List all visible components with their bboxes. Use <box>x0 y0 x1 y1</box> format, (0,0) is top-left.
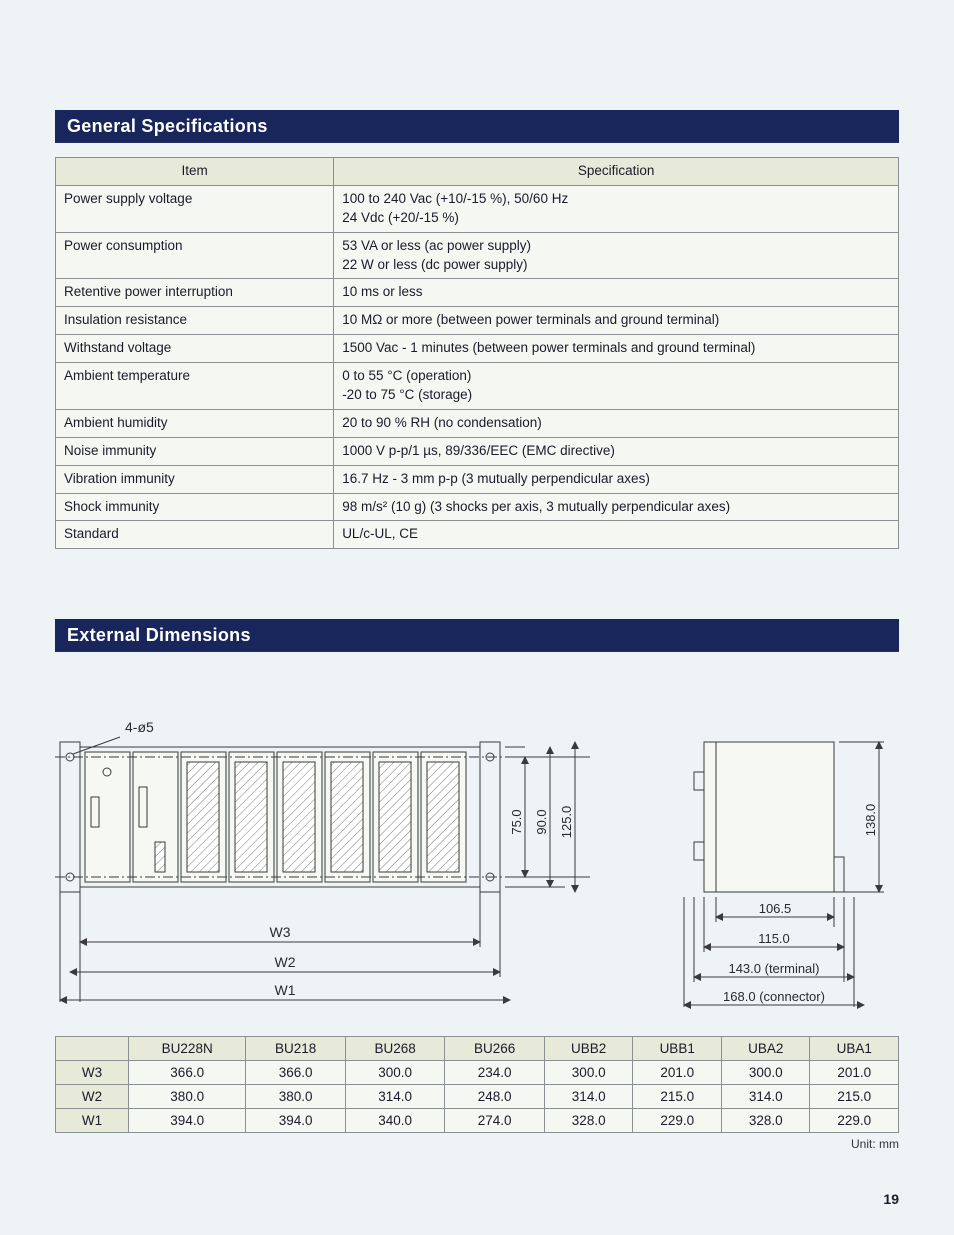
dims-col: UBA2 <box>721 1037 810 1061</box>
dims-header-row: BU228NBU218BU268BU266UBB2UBB1UBA2UBA1 <box>56 1037 899 1061</box>
spec-row: Power consumption53 VA or less (ac power… <box>56 232 899 279</box>
spec-value: 1500 Vac - 1 minutes (between power term… <box>334 335 899 363</box>
dims-row: W2380.0380.0314.0248.0314.0215.0314.0215… <box>56 1085 899 1109</box>
spec-item: Standard <box>56 521 334 549</box>
dims-cell: 201.0 <box>633 1061 722 1085</box>
spec-item: Ambient temperature <box>56 363 334 410</box>
spec-value: 20 to 90 % RH (no condensation) <box>334 409 899 437</box>
section-header-external: External Dimensions <box>55 619 899 652</box>
page: General Specifications Item Specificatio… <box>0 0 954 1235</box>
dims-cell: 215.0 <box>633 1085 722 1109</box>
spec-item: Shock immunity <box>56 493 334 521</box>
dims-cell: 300.0 <box>544 1061 633 1085</box>
dim-h1: 75.0 <box>509 810 524 835</box>
side-d4: 168.0 (connector) <box>723 989 825 1004</box>
dims-cell: 215.0 <box>810 1085 899 1109</box>
dims-row: W3366.0366.0300.0234.0300.0201.0300.0201… <box>56 1061 899 1085</box>
dims-cell: 366.0 <box>246 1061 346 1085</box>
dims-cell: 201.0 <box>810 1061 899 1085</box>
spec-item: Insulation resistance <box>56 307 334 335</box>
dims-cell: 314.0 <box>345 1085 445 1109</box>
dims-cell: 394.0 <box>129 1109 246 1133</box>
dim-w3: W3 <box>270 924 291 940</box>
diagram-area: 4-ø5 75.0 90.0 125.0 W3 W2 W1 <box>55 702 899 1012</box>
spec-row: Retentive power interruption10 ms or les… <box>56 279 899 307</box>
dims-cell: 274.0 <box>445 1109 545 1133</box>
spec-item: Withstand voltage <box>56 335 334 363</box>
dims-cell: 229.0 <box>810 1109 899 1133</box>
spec-col-item: Item <box>56 158 334 186</box>
dims-cell: 366.0 <box>129 1061 246 1085</box>
dims-row-label: W3 <box>56 1061 129 1085</box>
side-height: 138.0 <box>863 804 878 837</box>
spec-item: Ambient humidity <box>56 409 334 437</box>
dims-cell: 248.0 <box>445 1085 545 1109</box>
dims-cell: 328.0 <box>544 1109 633 1133</box>
dims-col: UBB1 <box>633 1037 722 1061</box>
dims-cell: 380.0 <box>129 1085 246 1109</box>
dims-row-label: W1 <box>56 1109 129 1133</box>
spec-item: Noise immunity <box>56 437 334 465</box>
spec-value: 10 ms or less <box>334 279 899 307</box>
dims-cell: 300.0 <box>721 1061 810 1085</box>
dims-col: UBB2 <box>544 1037 633 1061</box>
spec-value: 0 to 55 °C (operation)-20 to 75 °C (stor… <box>334 363 899 410</box>
spec-value: 1000 V p-p/1 µs, 89/336/EEC (EMC directi… <box>334 437 899 465</box>
spec-value: 98 m/s² (10 g) (3 shocks per axis, 3 mut… <box>334 493 899 521</box>
section-header-general: General Specifications <box>55 110 899 143</box>
dim-w1: W1 <box>275 982 296 998</box>
spec-item: Power consumption <box>56 232 334 279</box>
side-d3: 143.0 (terminal) <box>728 961 819 976</box>
spec-row: Noise immunity1000 V p-p/1 µs, 89/336/EE… <box>56 437 899 465</box>
dim-h2: 90.0 <box>534 810 549 835</box>
dims-cell: 229.0 <box>633 1109 722 1133</box>
spec-row: Insulation resistance10 MΩ or more (betw… <box>56 307 899 335</box>
dims-row-label: W2 <box>56 1085 129 1109</box>
dims-col: BU218 <box>246 1037 346 1061</box>
dims-cell: 380.0 <box>246 1085 346 1109</box>
dims-cell: 328.0 <box>721 1109 810 1133</box>
spec-row: Vibration immunity16.7 Hz - 3 mm p-p (3 … <box>56 465 899 493</box>
spec-table-header-row: Item Specification <box>56 158 899 186</box>
dims-col: BU228N <box>129 1037 246 1061</box>
spec-row: Withstand voltage1500 Vac - 1 minutes (b… <box>56 335 899 363</box>
spec-row: Ambient temperature0 to 55 °C (operation… <box>56 363 899 410</box>
page-number: 19 <box>883 1191 899 1207</box>
dim-w2: W2 <box>275 954 296 970</box>
spec-item: Retentive power interruption <box>56 279 334 307</box>
dims-cell: 234.0 <box>445 1061 545 1085</box>
spec-item: Power supply voltage <box>56 185 334 232</box>
dims-cell: 314.0 <box>544 1085 633 1109</box>
front-view-diagram: 4-ø5 75.0 90.0 125.0 W3 W2 W1 <box>55 702 595 1012</box>
side-view-diagram: 138.0 106.5 115.0 143.0 (terminal) 168.0… <box>649 702 899 1012</box>
dims-row: W1394.0394.0340.0274.0328.0229.0328.0229… <box>56 1109 899 1133</box>
hole-label: 4-ø5 <box>125 719 154 735</box>
spec-value: 100 to 240 Vac (+10/-15 %), 50/60 Hz24 V… <box>334 185 899 232</box>
dims-col: UBA1 <box>810 1037 899 1061</box>
spec-value: 10 MΩ or more (between power terminals a… <box>334 307 899 335</box>
dims-col: BU266 <box>445 1037 545 1061</box>
spec-row: Ambient humidity20 to 90 % RH (no conden… <box>56 409 899 437</box>
side-d1: 106.5 <box>759 901 792 916</box>
spec-value: 16.7 Hz - 3 mm p-p (3 mutually perpendic… <box>334 465 899 493</box>
spec-col-spec: Specification <box>334 158 899 186</box>
dims-col <box>56 1037 129 1061</box>
dims-col: BU268 <box>345 1037 445 1061</box>
dim-h3: 125.0 <box>559 806 574 839</box>
spec-item: Vibration immunity <box>56 465 334 493</box>
side-d2: 115.0 <box>758 931 790 946</box>
spec-table: Item Specification Power supply voltage1… <box>55 157 899 549</box>
unit-note: Unit: mm <box>55 1137 899 1151</box>
dims-cell: 394.0 <box>246 1109 346 1133</box>
dims-cell: 314.0 <box>721 1085 810 1109</box>
spec-row: StandardUL/c-UL, CE <box>56 521 899 549</box>
dims-cell: 300.0 <box>345 1061 445 1085</box>
spec-row: Shock immunity98 m/s² (10 g) (3 shocks p… <box>56 493 899 521</box>
spec-value: UL/c-UL, CE <box>334 521 899 549</box>
spec-value: 53 VA or less (ac power supply)22 W or l… <box>334 232 899 279</box>
dims-cell: 340.0 <box>345 1109 445 1133</box>
spec-row: Power supply voltage100 to 240 Vac (+10/… <box>56 185 899 232</box>
dimensions-table: BU228NBU218BU268BU266UBB2UBB1UBA2UBA1 W3… <box>55 1036 899 1133</box>
